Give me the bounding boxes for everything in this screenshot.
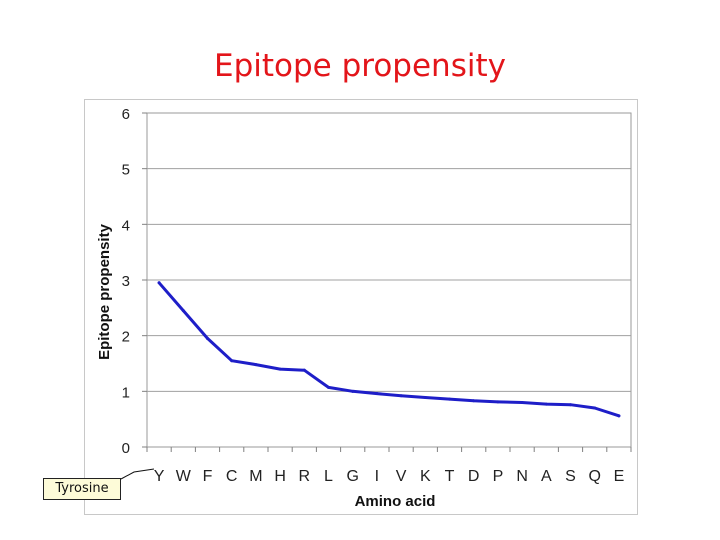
data-point <box>278 367 282 371</box>
data-point <box>399 394 403 398</box>
y-tick-label: 6 <box>122 106 130 123</box>
series-line <box>157 281 621 418</box>
data-point <box>230 359 234 363</box>
data-point <box>206 336 209 340</box>
x-axis-title: Amino acid <box>355 493 436 510</box>
data-point <box>351 389 355 393</box>
y-tick-label: 5 <box>122 162 130 179</box>
y-tick-label: 1 <box>122 384 130 401</box>
data-point <box>448 397 451 401</box>
y-axis-title: Epitope propensity <box>96 223 113 360</box>
data-point <box>544 402 548 406</box>
data-point <box>302 368 306 372</box>
data-point <box>472 399 476 403</box>
x-tick-label: G <box>346 468 358 485</box>
data-point <box>327 385 330 389</box>
x-tick-label: L <box>324 468 333 485</box>
x-tick-label: I <box>375 468 379 485</box>
y-tick-label: 0 <box>122 440 130 457</box>
x-tick-label: A <box>541 468 552 485</box>
data-point <box>520 400 524 404</box>
x-tick-label: V <box>396 468 407 485</box>
data-point <box>496 400 500 404</box>
y-tick-label: 2 <box>122 329 130 346</box>
data-point <box>423 395 427 399</box>
x-tick-label: W <box>176 468 192 485</box>
data-point <box>157 281 161 285</box>
data-point <box>375 392 379 396</box>
x-tick-label: S <box>565 468 576 485</box>
y-tick-label: 4 <box>122 217 130 234</box>
x-tick-label: F <box>203 468 213 485</box>
data-point <box>569 403 572 407</box>
x-tick-label: Q <box>588 468 600 485</box>
x-tick-label: D <box>468 468 480 485</box>
data-point <box>617 414 621 418</box>
slide-title: Epitope propensity <box>214 48 506 84</box>
data-point <box>254 363 258 367</box>
tyrosine-callout: Tyrosine <box>43 478 121 500</box>
callout-connector <box>120 468 155 480</box>
x-tick-label: H <box>274 468 286 485</box>
data-point <box>181 309 185 313</box>
y-tick-label: 3 <box>122 273 130 290</box>
x-tick-label: K <box>420 468 431 485</box>
x-tick-label: M <box>249 468 262 485</box>
x-tick-label: N <box>516 468 528 485</box>
x-tick-label: E <box>614 468 625 485</box>
x-tick-label: P <box>493 468 504 485</box>
data-point <box>593 406 597 410</box>
x-tick-label: C <box>226 468 238 485</box>
x-tick-label: Y <box>154 468 165 485</box>
x-tick-label: T <box>445 468 455 485</box>
x-tick-label: R <box>299 468 311 485</box>
